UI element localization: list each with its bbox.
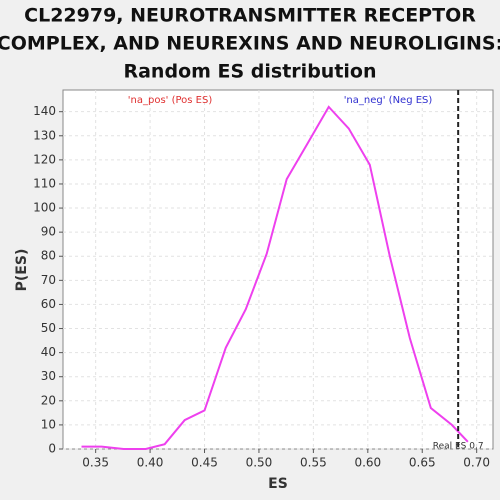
y-tick-label: 70: [41, 273, 56, 287]
y-tick-label: 20: [41, 393, 56, 407]
y-tick-label: 120: [33, 152, 56, 166]
line: [81, 105, 469, 450]
chart-title: CL22979, NEUROTRANSMITTER RECEPTOR: [24, 5, 476, 27]
y-tick-label: 130: [33, 128, 56, 142]
y-axis-title: P(ES): [14, 249, 30, 292]
y-tick-label: 10: [41, 417, 56, 431]
chart-title: COMPLEX, AND NEUREXINS AND NEUROLIGINS:: [0, 33, 500, 55]
y-tick-label: 90: [41, 225, 56, 239]
y-tick-label: 100: [33, 201, 56, 215]
y-tick-label: 60: [41, 297, 56, 311]
chart-title: Random ES distribution: [123, 61, 376, 83]
x-axis-title: ES: [268, 476, 288, 492]
y-tick-label: 140: [33, 104, 56, 118]
y-tick-label: 0: [48, 442, 56, 456]
x-tick-label: 0.35: [82, 456, 109, 470]
x-tick-label: 0.45: [191, 456, 218, 470]
y-tick-label: 30: [41, 369, 56, 383]
x-tick-label: 0.70: [463, 456, 490, 470]
x-tick-label: 0.50: [246, 456, 273, 470]
y-tick-label: 80: [41, 249, 56, 263]
x-tick-label: 0.65: [409, 456, 436, 470]
annotation: 'na_neg' (Neg ES): [344, 95, 433, 106]
y-tick-label: 50: [41, 321, 56, 335]
y-tick-label: 110: [33, 176, 56, 190]
plot-area: [62, 89, 494, 450]
x-tick-label: 0.40: [137, 456, 164, 470]
y-tick-label: 40: [41, 345, 56, 359]
x-tick-label: 0.60: [354, 456, 381, 470]
real-es-label: Real ES 0.7: [433, 442, 484, 452]
x-tick-label: 0.55: [300, 456, 327, 470]
annotation: 'na_pos' (Pos ES): [128, 95, 213, 106]
